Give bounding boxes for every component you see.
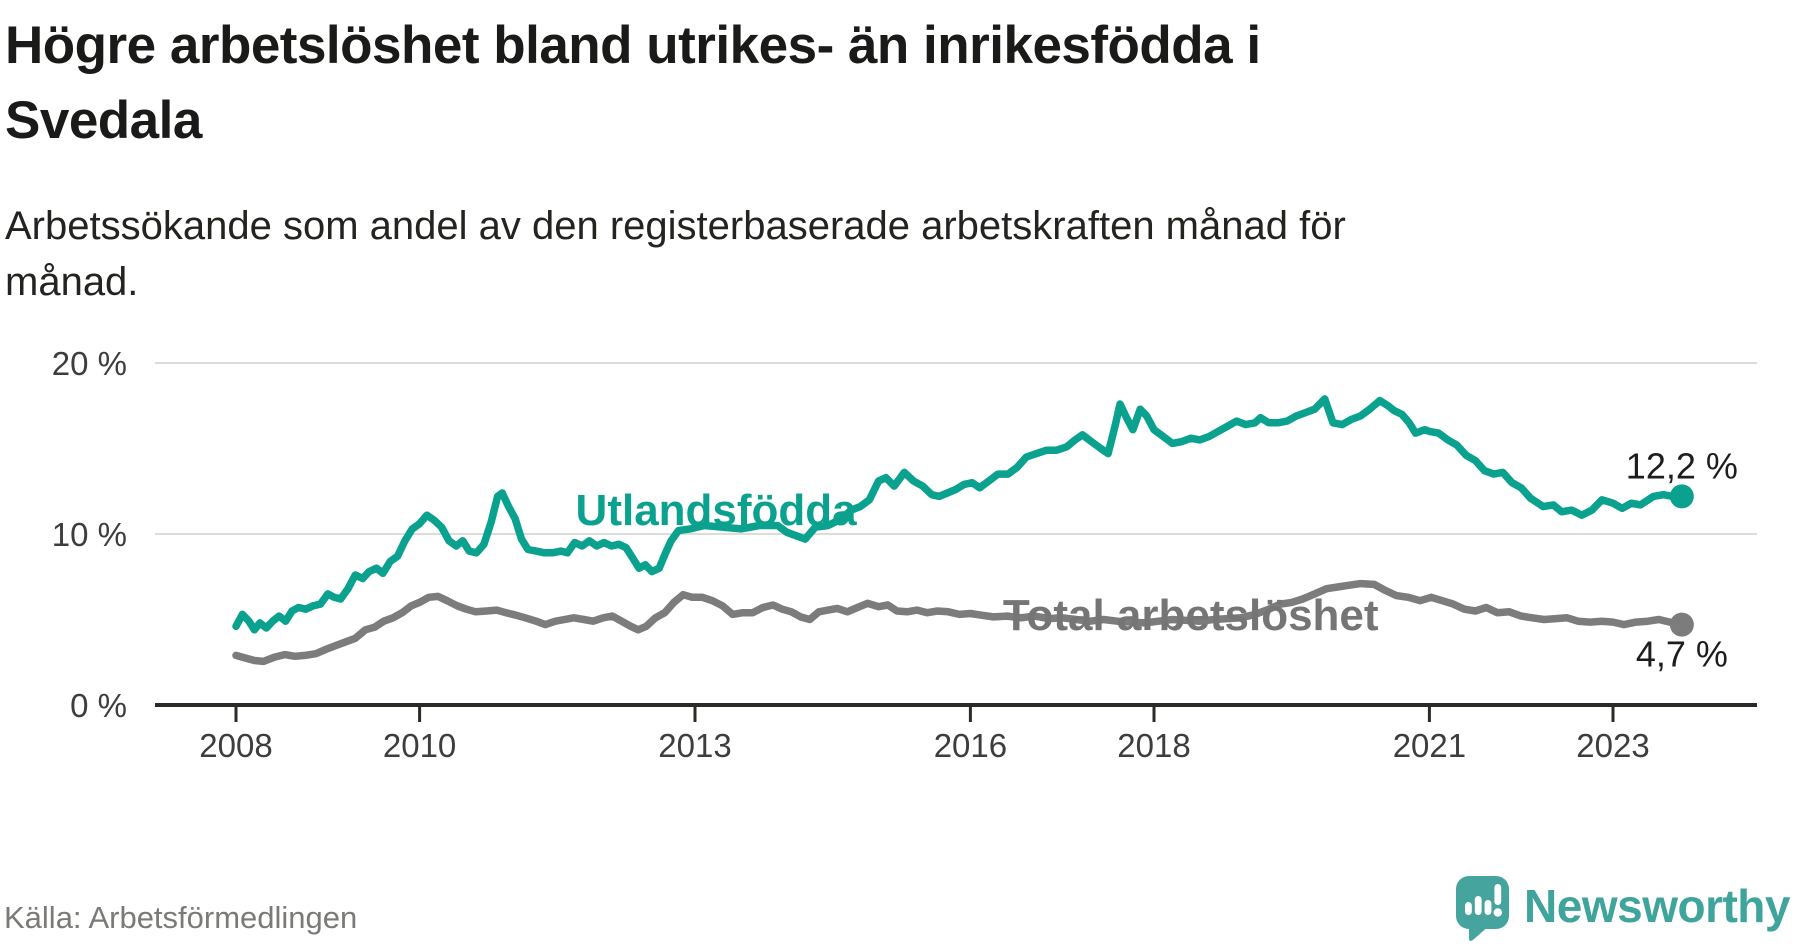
newsworthy-branding: Newsworthy: [1456, 876, 1790, 942]
series-end-label-utlandsfodda: 12,2 %: [1626, 445, 1738, 486]
x-tick-label-2008: 2008: [199, 727, 272, 764]
series-label-total: Total arbetslöshet: [1003, 591, 1379, 640]
x-tick-label-2023: 2023: [1576, 727, 1649, 764]
series-end-label-total: 4,7 %: [1636, 634, 1728, 675]
page-title-line2: Svedala: [5, 91, 202, 150]
page-title: Högre arbetslöshet bland utrikes- än inr…: [5, 8, 1261, 158]
series-label-utlandsfodda: Utlandsfödda: [576, 486, 858, 535]
source-attribution: Källa: Arbetsförmedlingen: [4, 900, 358, 935]
chart-subtitle-line1: Arbetssökande som andel av den registerb…: [5, 204, 1346, 248]
newsworthy-wordmark: Newsworthy: [1524, 880, 1790, 932]
y-tick-label-10: 10 %: [52, 516, 127, 553]
y-tick-label-0: 0 %: [70, 687, 127, 724]
page-title-line1: Högre arbetslöshet bland utrikes- än inr…: [5, 16, 1261, 75]
series-end-dot-total: [1669, 612, 1694, 637]
series-line-utlandsfodda: [232, 395, 1686, 634]
y-tick-label-20: 20 %: [52, 345, 127, 382]
x-tick-label-2013: 2013: [658, 727, 731, 764]
x-tick-label-2018: 2018: [1117, 727, 1190, 764]
series-end-dot-utlandsfodda: [1669, 484, 1694, 509]
chart-subtitle: Arbetssökande som andel av den registerb…: [5, 198, 1346, 310]
chart-subtitle-line2: månad.: [5, 260, 139, 304]
x-tick-label-2010: 2010: [383, 727, 456, 764]
x-tick-label-2016: 2016: [934, 727, 1007, 764]
x-tick-label-2021: 2021: [1393, 727, 1466, 764]
series-line-total: [232, 579, 1686, 666]
newsworthy-bubble-chart-icon: [1456, 876, 1510, 941]
